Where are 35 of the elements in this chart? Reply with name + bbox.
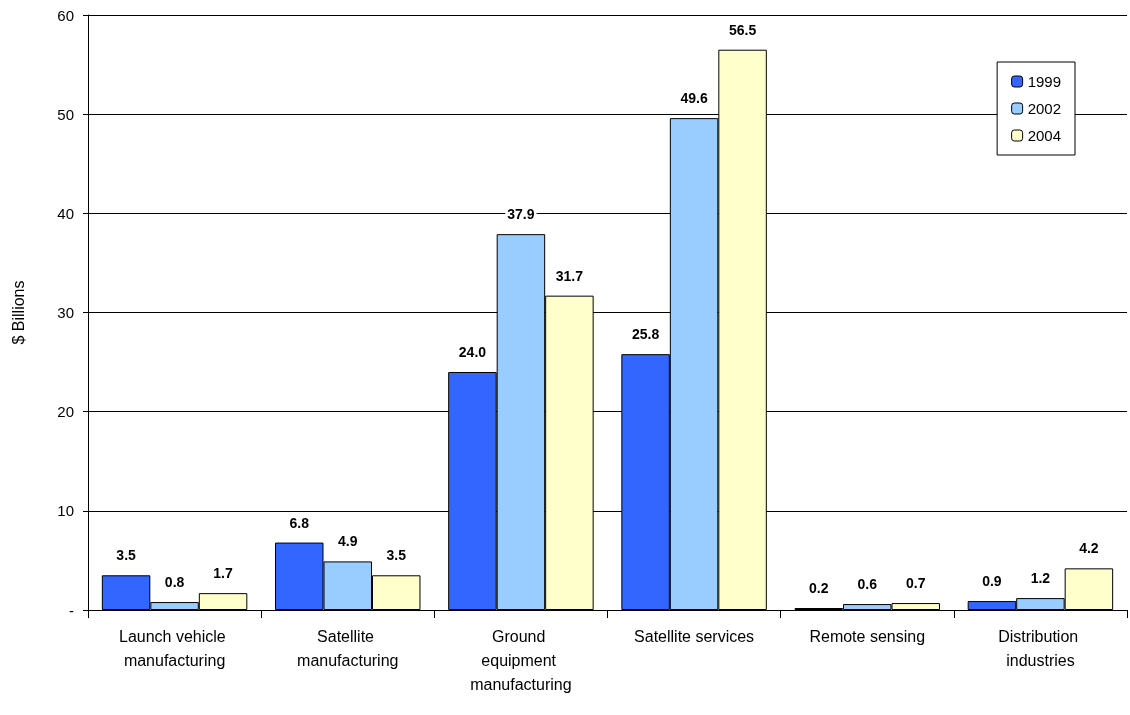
y-tick-label: 20: [57, 403, 74, 421]
data-label: 1.2: [1030, 570, 1051, 587]
data-label: 3.5: [386, 547, 407, 564]
data-label: 0.2: [809, 580, 829, 597]
x-tick-label: Remote sensing: [809, 627, 926, 645]
data-label: 0.9: [982, 573, 1002, 590]
x-tick-label: Satellite services: [634, 627, 755, 645]
data-label: 0.6: [857, 576, 878, 593]
x-tick-label: Distribution industries: [998, 627, 1083, 669]
data-label: 4.9: [338, 533, 358, 550]
y-tick-label: -: [69, 601, 74, 619]
data-label: 31.7: [555, 267, 584, 284]
data-label: 56.5: [728, 21, 757, 38]
y-axis-title: $ Billions: [9, 280, 27, 345]
legend-label: 1999: [1027, 73, 1062, 90]
y-tick-label: 40: [57, 204, 74, 222]
x-tick-label: Launch vehicle manufacturing: [118, 627, 231, 669]
data-label: 25.8: [631, 326, 660, 343]
data-label: 3.5: [116, 547, 137, 564]
legend-label: 2002: [1027, 100, 1062, 117]
y-tick-label: 50: [57, 105, 74, 123]
x-tick-label: Satellite manufacturing: [297, 627, 399, 669]
data-label: 0.8: [164, 574, 185, 591]
data-label: 0.7: [906, 575, 926, 592]
data-label: 37.9: [507, 206, 535, 223]
y-tick-label: 30: [57, 304, 74, 321]
data-label: 6.8: [289, 514, 310, 531]
data-label: 49.6: [680, 90, 708, 107]
legend-label: 2004: [1027, 127, 1062, 144]
y-tick-label: 10: [57, 502, 74, 520]
data-label: 24.0: [458, 344, 487, 360]
x-tick-label: Ground equipment manufacturing: [470, 627, 572, 693]
y-tick-label: 60: [57, 6, 74, 24]
data-label: 1.7: [213, 565, 234, 582]
data-label: 4.2: [1079, 540, 1099, 557]
